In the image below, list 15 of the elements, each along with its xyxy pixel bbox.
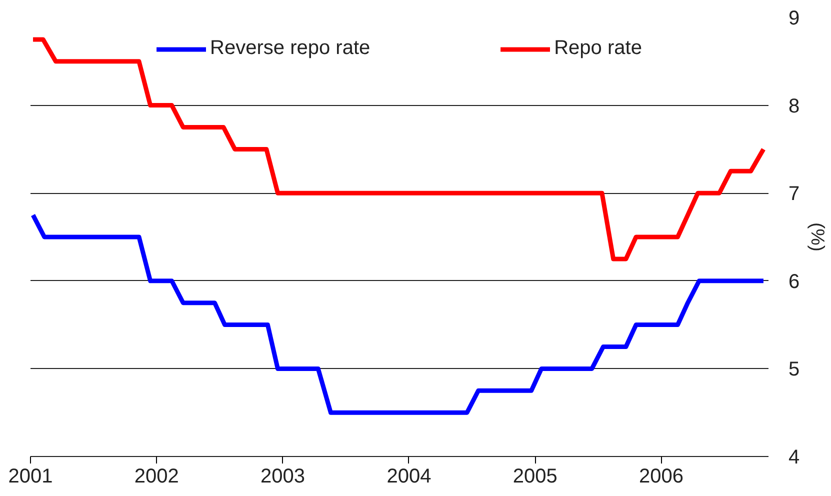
x-tick-label: 2003	[260, 466, 306, 488]
y-axis-title: (%)	[808, 222, 829, 252]
legend-label: Reverse repo rate	[210, 37, 370, 60]
x-tick-label: 2004	[386, 466, 432, 488]
legend-label: Repo rate	[554, 37, 642, 60]
x-tick-label: 2002	[134, 466, 179, 488]
y-tick-label: 8	[788, 95, 800, 118]
x-tick-label: 2005	[512, 466, 558, 488]
y-tick-label: 4	[788, 446, 800, 468]
y-tick-label: 5	[788, 358, 800, 381]
x-tick-label: 2001	[8, 466, 53, 488]
y-tick-label: 7	[788, 183, 800, 206]
y-tick-label: 9	[788, 8, 800, 30]
x-tick-label: 2006	[639, 466, 684, 488]
y-tick-label: 6	[788, 270, 800, 293]
